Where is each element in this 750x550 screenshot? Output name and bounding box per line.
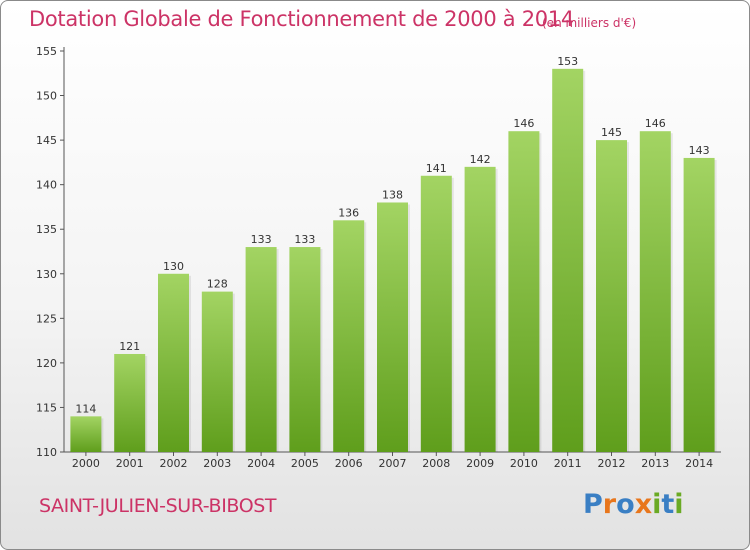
x-tick-label: 2006	[335, 457, 363, 470]
bar	[333, 220, 365, 452]
bar-value-label: 142	[470, 153, 491, 166]
x-tick-label: 2001	[116, 457, 144, 470]
x-tick-label: 2000	[72, 457, 100, 470]
x-tick-label: 2009	[466, 457, 494, 470]
y-tick-label: 155	[36, 45, 57, 58]
y-tick-label: 145	[36, 134, 57, 147]
x-tick-label: 2014	[685, 457, 713, 470]
bar-value-label: 128	[207, 278, 228, 291]
bar	[552, 68, 584, 453]
y-tick-label: 150	[36, 90, 57, 103]
y-tick-label: 140	[36, 179, 57, 192]
bar	[596, 140, 627, 452]
bar-value-label: 114	[75, 402, 96, 415]
bar-value-label: 136	[338, 206, 359, 219]
bar-value-label: 138	[382, 188, 403, 201]
bar	[683, 157, 715, 452]
y-tick-label: 115	[36, 401, 57, 414]
x-tick-label: 2005	[291, 457, 319, 470]
bar	[245, 247, 277, 452]
logo-letter: o	[616, 489, 635, 520]
x-tick-label: 2013	[641, 457, 669, 470]
commune-name: SAINT-JULIEN-SUR-BIBOST	[39, 495, 277, 517]
bar	[420, 175, 452, 452]
bar-value-label: 130	[163, 260, 184, 273]
y-tick-label: 135	[36, 223, 57, 236]
y-tick-label: 130	[36, 268, 57, 281]
y-tick-label: 125	[36, 312, 57, 325]
bar-value-label: 145	[601, 126, 622, 139]
chart-unit: (en milliers d'€)	[542, 16, 637, 30]
bar-value-label: 146	[645, 117, 666, 130]
logo-letter: i	[652, 489, 662, 520]
bar	[639, 131, 671, 452]
bar-value-label: 133	[294, 233, 315, 246]
logo-letter: x	[634, 489, 653, 520]
bar	[201, 291, 233, 452]
bar	[114, 353, 146, 452]
logo-letter: i	[674, 489, 684, 520]
bar-value-label: 141	[426, 162, 447, 175]
bar	[377, 202, 408, 452]
bar-value-label: 153	[557, 55, 578, 68]
x-tick-label: 2011	[554, 457, 582, 470]
bar	[464, 166, 496, 452]
bar	[289, 247, 321, 452]
bar	[70, 416, 102, 452]
bar	[508, 131, 540, 452]
logo-letter: t	[661, 489, 675, 520]
bar-value-label: 146	[513, 117, 534, 130]
x-tick-label: 2008	[422, 457, 450, 470]
x-tick-label: 2002	[160, 457, 188, 470]
bar-value-label: 133	[251, 233, 272, 246]
x-tick-label: 2004	[247, 457, 275, 470]
bar-value-label: 143	[689, 144, 710, 157]
logo-letter: r	[602, 489, 617, 520]
bar	[158, 273, 189, 452]
y-tick-label: 110	[36, 446, 57, 459]
logo-letter: P	[583, 489, 603, 520]
x-tick-label: 2012	[598, 457, 626, 470]
x-tick-label: 2007	[379, 457, 407, 470]
chart-title: Dotation Globale de Fonctionnement de 20…	[29, 7, 574, 31]
x-tick-label: 2003	[203, 457, 231, 470]
x-tick-label: 2010	[510, 457, 538, 470]
y-tick-label: 120	[36, 357, 57, 370]
proxiti-logo[interactable]: Proxiti	[583, 489, 684, 520]
bar-value-label: 121	[119, 340, 140, 353]
